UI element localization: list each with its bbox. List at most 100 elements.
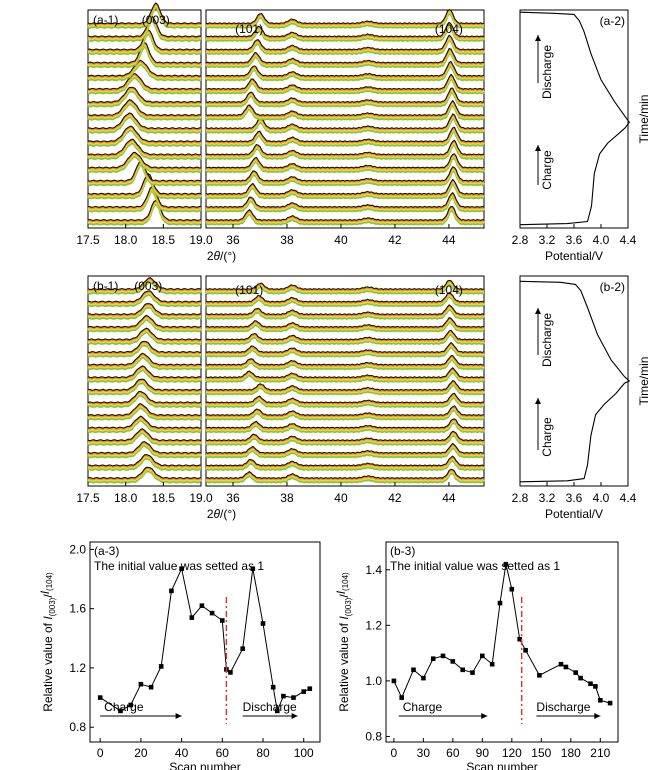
b-1-trace-right-0	[205, 468, 485, 479]
b-3-xtick-label: 0	[391, 746, 398, 760]
a-1-trace-left-14	[87, 15, 202, 38]
a-1-trace-right-0	[205, 205, 485, 221]
b-1-xtick-label: 42	[388, 491, 402, 505]
b-3-point-23	[598, 698, 603, 703]
a-1-xtick-label: 42	[388, 233, 402, 247]
xlabel-part: /(°)	[220, 249, 236, 263]
b-3-ytick-label: 1.2	[365, 618, 382, 632]
b-1-trace-right-14	[205, 292, 485, 303]
a-2-discharge-arrow-head	[535, 35, 541, 41]
b-1-xtick-label: 19.0	[189, 491, 213, 505]
a-1-trace-halo	[87, 87, 202, 105]
a-3-ytick-label: 1.2	[69, 661, 86, 675]
a-1-trace-halo	[87, 3, 202, 28]
b-3-xtick-label: 120	[502, 746, 522, 760]
b-3-point-21	[588, 681, 593, 686]
a-1-trace-halo	[87, 61, 202, 80]
a-1-panel-label: (a-1)	[93, 13, 118, 27]
b-3-xtick-label: 180	[561, 746, 581, 760]
a-2-xlabel: Potential/V	[545, 249, 603, 263]
a-1-trace-left-15	[87, 2, 202, 25]
a-1-xtick-label: 18.0	[114, 233, 138, 247]
a-3-xtick-label: 0	[97, 746, 104, 760]
b-3-point-22	[593, 684, 598, 689]
b-1-trace-right-4	[205, 418, 485, 429]
b-1-trace-halo	[205, 469, 485, 481]
a-1-trace-halo	[205, 89, 485, 106]
b-1-trace-left-2	[87, 441, 202, 454]
b-2-panel-label: (b-2)	[600, 280, 625, 294]
a-3-phase-label-0: Charge	[104, 700, 144, 714]
xlabel-part: θ	[214, 507, 221, 521]
b-3-point-13	[509, 586, 515, 592]
a-1-trace-halo	[87, 127, 202, 147]
a-3-panel-label: (a-3)	[94, 544, 119, 558]
b-1-trace-halo	[87, 342, 202, 356]
b-3-ytick-label: 1.0	[365, 674, 382, 688]
a-1-xtick-label: 18.5	[152, 233, 176, 247]
b-1-trace-halo	[205, 293, 485, 306]
a-1-trace-halo	[205, 128, 485, 146]
a-1-trace-halo	[205, 179, 485, 196]
a-1-trace-halo	[87, 99, 202, 118]
b-3-point-16	[537, 673, 542, 678]
a-1-trace-halo	[205, 193, 485, 211]
b-3-point-14	[517, 636, 522, 642]
a-1-trace-left-9	[87, 86, 202, 103]
b-3-point-11	[497, 600, 503, 606]
b-2-xtick-label: 2.8	[512, 491, 529, 505]
b-1-trace-halo	[205, 292, 485, 304]
ylabel-part: I	[41, 616, 55, 620]
a-1-trace-right-1	[205, 192, 485, 208]
b-1-trace-halo	[205, 381, 485, 394]
a-1-trace-left-1	[87, 185, 202, 208]
b-1-trace-left-4	[87, 415, 202, 429]
b-3-xtick-label: 30	[417, 746, 431, 760]
a-3-point-21	[301, 689, 306, 694]
b-3-ylabel: Relative value of I(003)/I(104)	[334, 572, 353, 712]
a-1-peak-label: (003)	[142, 13, 170, 27]
b-3-xlabel: Scan number	[466, 760, 537, 770]
a-2-xtick-label: 4.4	[620, 233, 637, 247]
b-1-trace-halo	[87, 417, 202, 432]
b-1-trace-halo	[87, 392, 202, 407]
a-1-trace-halo	[88, 114, 202, 133]
b-1-trace-halo	[87, 278, 202, 293]
a-3-phase-arrow-1-head	[291, 713, 298, 719]
b-3-point-4	[430, 656, 436, 661]
a-1-trace-halo	[205, 48, 485, 65]
b-1-trace-halo	[87, 429, 202, 443]
a-1-trace-halo	[205, 180, 485, 198]
b-1-trace-halo	[205, 457, 485, 470]
a-3-xlabel: Scan number	[169, 760, 240, 770]
b-1-trace-halo	[87, 291, 202, 304]
b-1-trace-halo	[87, 404, 202, 419]
a-1-trace-halo	[205, 62, 485, 80]
a-1-trace-halo	[87, 200, 202, 223]
xlabel-part: 2	[207, 249, 214, 263]
a-3-series-line	[99, 567, 311, 713]
a-1-xtick-label: 38	[280, 233, 294, 247]
b-3-point-3	[421, 675, 426, 681]
b-1-trace-left-7	[88, 378, 202, 391]
b-1-trace-halo	[205, 331, 485, 344]
b-1-trace-right-8	[205, 367, 485, 379]
b-3-phase-label-0: Charge	[403, 700, 443, 714]
b-1-trace-halo	[87, 442, 202, 457]
a-3-point-15	[250, 566, 256, 571]
a-1-trace-halo	[87, 4, 202, 29]
a-1-xtick-label: 40	[334, 233, 348, 247]
b-1-xtick-label: 44	[442, 491, 456, 505]
ylabel-part: (104)	[45, 572, 54, 591]
b-1-trace-halo	[205, 318, 485, 331]
b-3-point-15	[523, 648, 528, 653]
a-1-trace-halo	[205, 100, 485, 118]
b-1-trace-halo	[205, 470, 485, 482]
a-3-frame	[89, 541, 321, 743]
a-2-discharge-label: Discharge	[540, 45, 554, 99]
b-2-charge-label: Charge	[540, 417, 554, 457]
a-1-trace-halo	[205, 9, 485, 26]
b-1-trace-halo	[205, 407, 485, 421]
a-1-trace-halo	[205, 22, 485, 39]
